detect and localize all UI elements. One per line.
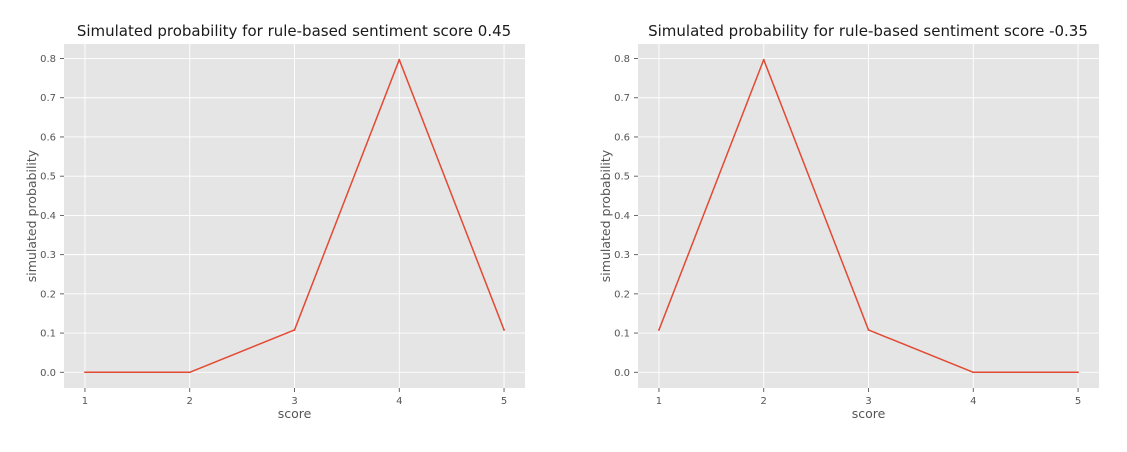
- y-tick-label: 0.3: [614, 250, 630, 261]
- grid: [64, 44, 525, 388]
- chart-title: Simulated probability for rule-based sen…: [648, 22, 1088, 40]
- x-tick-label: 2: [187, 396, 193, 407]
- y-tick-label: 0.7: [614, 93, 630, 104]
- x-tick-label: 4: [970, 396, 976, 407]
- ticks: 1 2 3 4 5 0.0 0.1 0.2 0.3 0.4 0.5 0.6 0.7 0.8: [40, 54, 507, 407]
- y-tick-label: 0.5: [614, 172, 630, 183]
- data-point: [84, 371, 86, 374]
- y-axis-label: simulated probability: [598, 149, 613, 282]
- x-tick-label: 5: [1075, 396, 1081, 407]
- x-axis-label: score: [278, 406, 312, 421]
- y-tick-label: 0.5: [40, 172, 56, 183]
- series-group: [658, 58, 1079, 374]
- y-tick-label: 0.0: [40, 368, 56, 379]
- y-tick-label: 0.4: [614, 211, 630, 222]
- x-tick-label: 1: [656, 396, 662, 407]
- y-tick-label: 0.4: [40, 211, 56, 222]
- y-tick-label: 0.7: [40, 93, 56, 104]
- y-tick-label: 0.1: [40, 329, 56, 340]
- y-tick-label: 0.8: [614, 54, 630, 65]
- y-axis-label: simulated probability: [24, 149, 39, 282]
- data-point: [398, 58, 401, 61]
- x-tick-label: 5: [501, 396, 507, 407]
- series-group: [84, 58, 505, 374]
- y-tick-label: 0.6: [40, 132, 56, 143]
- data-point: [503, 329, 505, 331]
- chart-left: Simulated probability for rule-based sen…: [24, 22, 525, 421]
- data-point: [1077, 371, 1079, 374]
- x-tick-label: 1: [82, 396, 88, 407]
- y-tick-label: 0.0: [614, 368, 630, 379]
- chart-title: Simulated probability for rule-based sen…: [77, 22, 511, 40]
- x-axis-label: score: [852, 406, 886, 421]
- x-tick-label: 4: [396, 396, 402, 407]
- grid: [638, 44, 1099, 388]
- y-tick-label: 0.3: [40, 250, 56, 261]
- chart-right: Simulated probability for rule-based sen…: [598, 22, 1099, 421]
- y-tick-label: 0.6: [614, 132, 630, 143]
- ticks: 1 2 3 4 5 0.0 0.1 0.2 0.3 0.4 0.5 0.6 0.7 0.8: [614, 54, 1081, 407]
- y-tick-label: 0.2: [614, 289, 630, 300]
- data-point: [658, 329, 660, 331]
- y-tick-label: 0.2: [40, 289, 56, 300]
- y-tick-label: 0.8: [40, 54, 56, 65]
- x-tick-label: 3: [865, 396, 871, 407]
- x-tick-label: 3: [291, 396, 297, 407]
- data-point: [762, 58, 765, 61]
- x-tick-label: 2: [761, 396, 767, 407]
- data-point: [188, 371, 191, 374]
- data-point: [867, 329, 870, 331]
- data-point: [293, 329, 296, 331]
- data-point: [972, 371, 975, 374]
- y-tick-label: 0.1: [614, 329, 630, 340]
